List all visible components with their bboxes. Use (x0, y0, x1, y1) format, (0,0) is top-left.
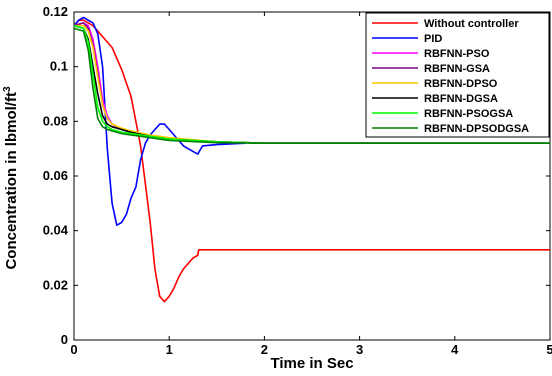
legend-label: PID (424, 33, 442, 45)
x-tick-label: 4 (451, 342, 459, 357)
legend-label: RBFNN-DPSODGSA (424, 123, 529, 135)
y-tick-label: 0.08 (43, 113, 68, 128)
legend-box (365, 12, 550, 138)
series-line-rbfnn-dpsodgsa (73, 27, 550, 144)
legend-label: RBFNN-DGSA (424, 93, 498, 105)
x-tick-label: 2 (261, 342, 268, 357)
y-tick-label: 0 (61, 332, 68, 347)
y-axis-label-superscript: 3 (2, 86, 13, 92)
y-tick-label: 0.1 (50, 59, 68, 74)
legend: Without controller PID RBFNN-PSO RBFNN-GSA R… (365, 12, 550, 138)
x-tick-label: 1 (166, 342, 173, 357)
y-tick-label: 0.04 (43, 223, 69, 238)
series-layer (73, 16, 550, 303)
series-line-pid (73, 16, 246, 226)
y-axis-label: Concentration in lbmol/ft3 (2, 86, 20, 270)
legend-label: Without controller (424, 18, 519, 30)
x-tick-label: 5 (546, 342, 552, 357)
series-line-without-controller (73, 19, 550, 303)
legend-label: RBFNN-GSA (424, 63, 490, 75)
y-tick-label: 0.06 (43, 168, 68, 183)
x-tick-label: 3 (356, 342, 363, 357)
y-axis-label-text: Concentration in lbmol/ft (3, 92, 20, 270)
legend-label: RBFNN-DPSO (424, 78, 498, 90)
y-tick-label: 0.12 (43, 4, 68, 19)
y-tick-label: 0.02 (43, 277, 68, 292)
x-axis-label: Time in Sec (270, 355, 353, 372)
legend-label: RBFNN-PSOGSA (424, 108, 513, 120)
legend-label: RBFNN-PSO (424, 48, 490, 60)
x-tick-label: 0 (70, 342, 77, 357)
